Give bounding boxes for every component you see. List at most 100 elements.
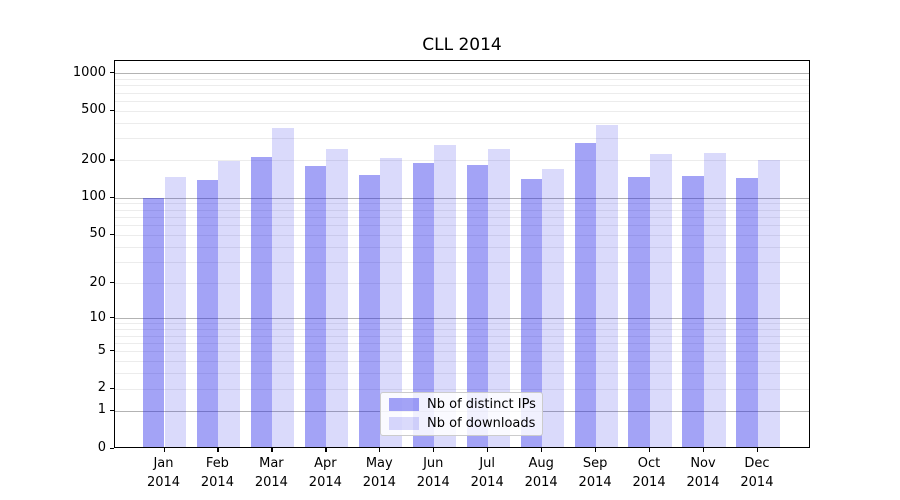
x-axis-tick [217, 448, 219, 452]
x-label-year: 2014 [146, 475, 181, 490]
x-label-month: Feb [205, 456, 229, 471]
grid-minor-line [115, 261, 809, 263]
legend-item-downloads: Nb of downloads [389, 416, 536, 431]
y-axis-tick-label: 2 [97, 380, 106, 396]
y-axis-tick-label: 20 [89, 274, 106, 290]
x-label-year: 2014 [362, 475, 396, 490]
grid-minor-line [115, 323, 809, 325]
y-axis-tick [110, 282, 114, 284]
bar-distinct-ips [412, 163, 435, 447]
x-axis-tick [541, 448, 543, 452]
y-axis-tick [110, 447, 114, 449]
x-axis-tick-label: Dec 2014 [727, 454, 787, 492]
bar-downloads [326, 148, 348, 447]
grid-major-line [115, 318, 809, 320]
x-label-month: Jul [479, 456, 496, 471]
x-label-month: May [365, 456, 393, 471]
grid-minor-line [115, 110, 809, 112]
x-axis-tick [325, 448, 327, 452]
y-axis-tick-label: 200 [81, 151, 106, 167]
bar-distinct-ips [250, 157, 273, 447]
y-axis-tick-label: 1 [97, 402, 106, 418]
x-axis-tick [271, 448, 273, 452]
bar-downloads [757, 159, 780, 447]
bar-downloads [434, 145, 456, 447]
x-axis-tick [703, 448, 705, 452]
legend-label-distinct-ips: Nb of distinct IPs [427, 397, 536, 412]
grid-minor-line [115, 351, 809, 353]
y-axis-tick-label: 5 [97, 342, 106, 358]
x-label-month: Apr [314, 456, 337, 471]
x-axis-tick-label: Feb 2014 [187, 454, 247, 492]
y-axis-tick [110, 159, 114, 161]
bar-downloads [650, 154, 672, 447]
grid-minor-line [115, 100, 809, 102]
y-axis-tick-label: 0 [97, 440, 106, 455]
x-axis-tick-label: Aug 2014 [511, 454, 571, 492]
y-axis-tick [110, 350, 114, 352]
bar-distinct-ips [304, 166, 327, 447]
grid-minor-line [115, 342, 809, 344]
bar-distinct-ips [682, 175, 704, 447]
y-axis-tick-label: 100 [81, 189, 106, 205]
grid-minor-line [115, 329, 809, 331]
x-axis-tick [433, 448, 435, 452]
x-label-month: Jan [153, 456, 174, 471]
bar-downloads [380, 157, 402, 447]
x-label-year: 2014 [524, 475, 558, 490]
grid-minor-line [115, 335, 809, 337]
y-axis-tick [110, 409, 114, 412]
grid-minor-line [115, 373, 809, 375]
bar-distinct-ips [196, 179, 219, 447]
x-axis-tick [379, 448, 381, 452]
grid-minor-line [115, 234, 809, 236]
x-label-year: 2014 [200, 475, 234, 490]
x-axis-tick-label: May 2014 [349, 454, 409, 492]
bar-downloads [164, 176, 187, 447]
x-label-year: 2014 [308, 475, 342, 490]
x-axis-tick-label: Apr 2014 [295, 454, 355, 492]
grid-minor-line [115, 160, 809, 162]
legend: Nb of distinct IPs Nb of downloads [380, 392, 543, 436]
y-axis-tick [110, 387, 114, 389]
x-label-year: 2014 [578, 475, 612, 490]
x-axis-tick [487, 448, 489, 452]
x-axis-tick-label: Mar 2014 [241, 454, 301, 492]
bar-distinct-ips [466, 165, 489, 447]
grid-minor-line [115, 85, 809, 87]
bar-distinct-ips [574, 142, 597, 447]
y-axis-tick-label: 10 [89, 309, 106, 325]
grid-major-line [115, 197, 809, 199]
legend-item-distinct-ips: Nb of distinct IPs [389, 397, 536, 412]
x-axis-tick [163, 448, 165, 452]
plot-area [114, 60, 810, 448]
bar-downloads [488, 148, 510, 447]
bar-distinct-ips [628, 176, 651, 447]
y-axis-tick-label: 500 [81, 102, 106, 118]
grid-minor-line [115, 209, 809, 211]
y-axis-tick-label: 1000 [72, 64, 106, 80]
x-label-year: 2014 [470, 475, 504, 490]
bar-downloads [272, 128, 294, 447]
chart-title: CLL 2014 [422, 35, 502, 55]
grid-minor-line [115, 216, 809, 218]
y-axis-tick [110, 233, 114, 236]
bar-downloads [542, 169, 564, 447]
y-axis-tick [110, 72, 114, 74]
grid-minor-line [115, 225, 809, 227]
y-axis-tick [110, 196, 114, 198]
x-label-year: 2014 [686, 475, 720, 490]
grid-minor-line [115, 203, 809, 205]
x-axis-tick-label: Jan 2014 [134, 454, 194, 492]
x-label-year: 2014 [632, 475, 666, 490]
legend-swatch-distinct-ips [389, 398, 419, 411]
legend-label-downloads: Nb of downloads [427, 416, 536, 431]
x-label-month: Aug [528, 456, 554, 471]
x-label-month: Nov [690, 456, 716, 471]
y-axis-tick-label: 50 [89, 226, 106, 242]
x-axis-tick [595, 448, 597, 452]
bar-downloads [218, 160, 241, 447]
grid-minor-line [115, 122, 809, 124]
grid-minor-line [115, 246, 809, 248]
